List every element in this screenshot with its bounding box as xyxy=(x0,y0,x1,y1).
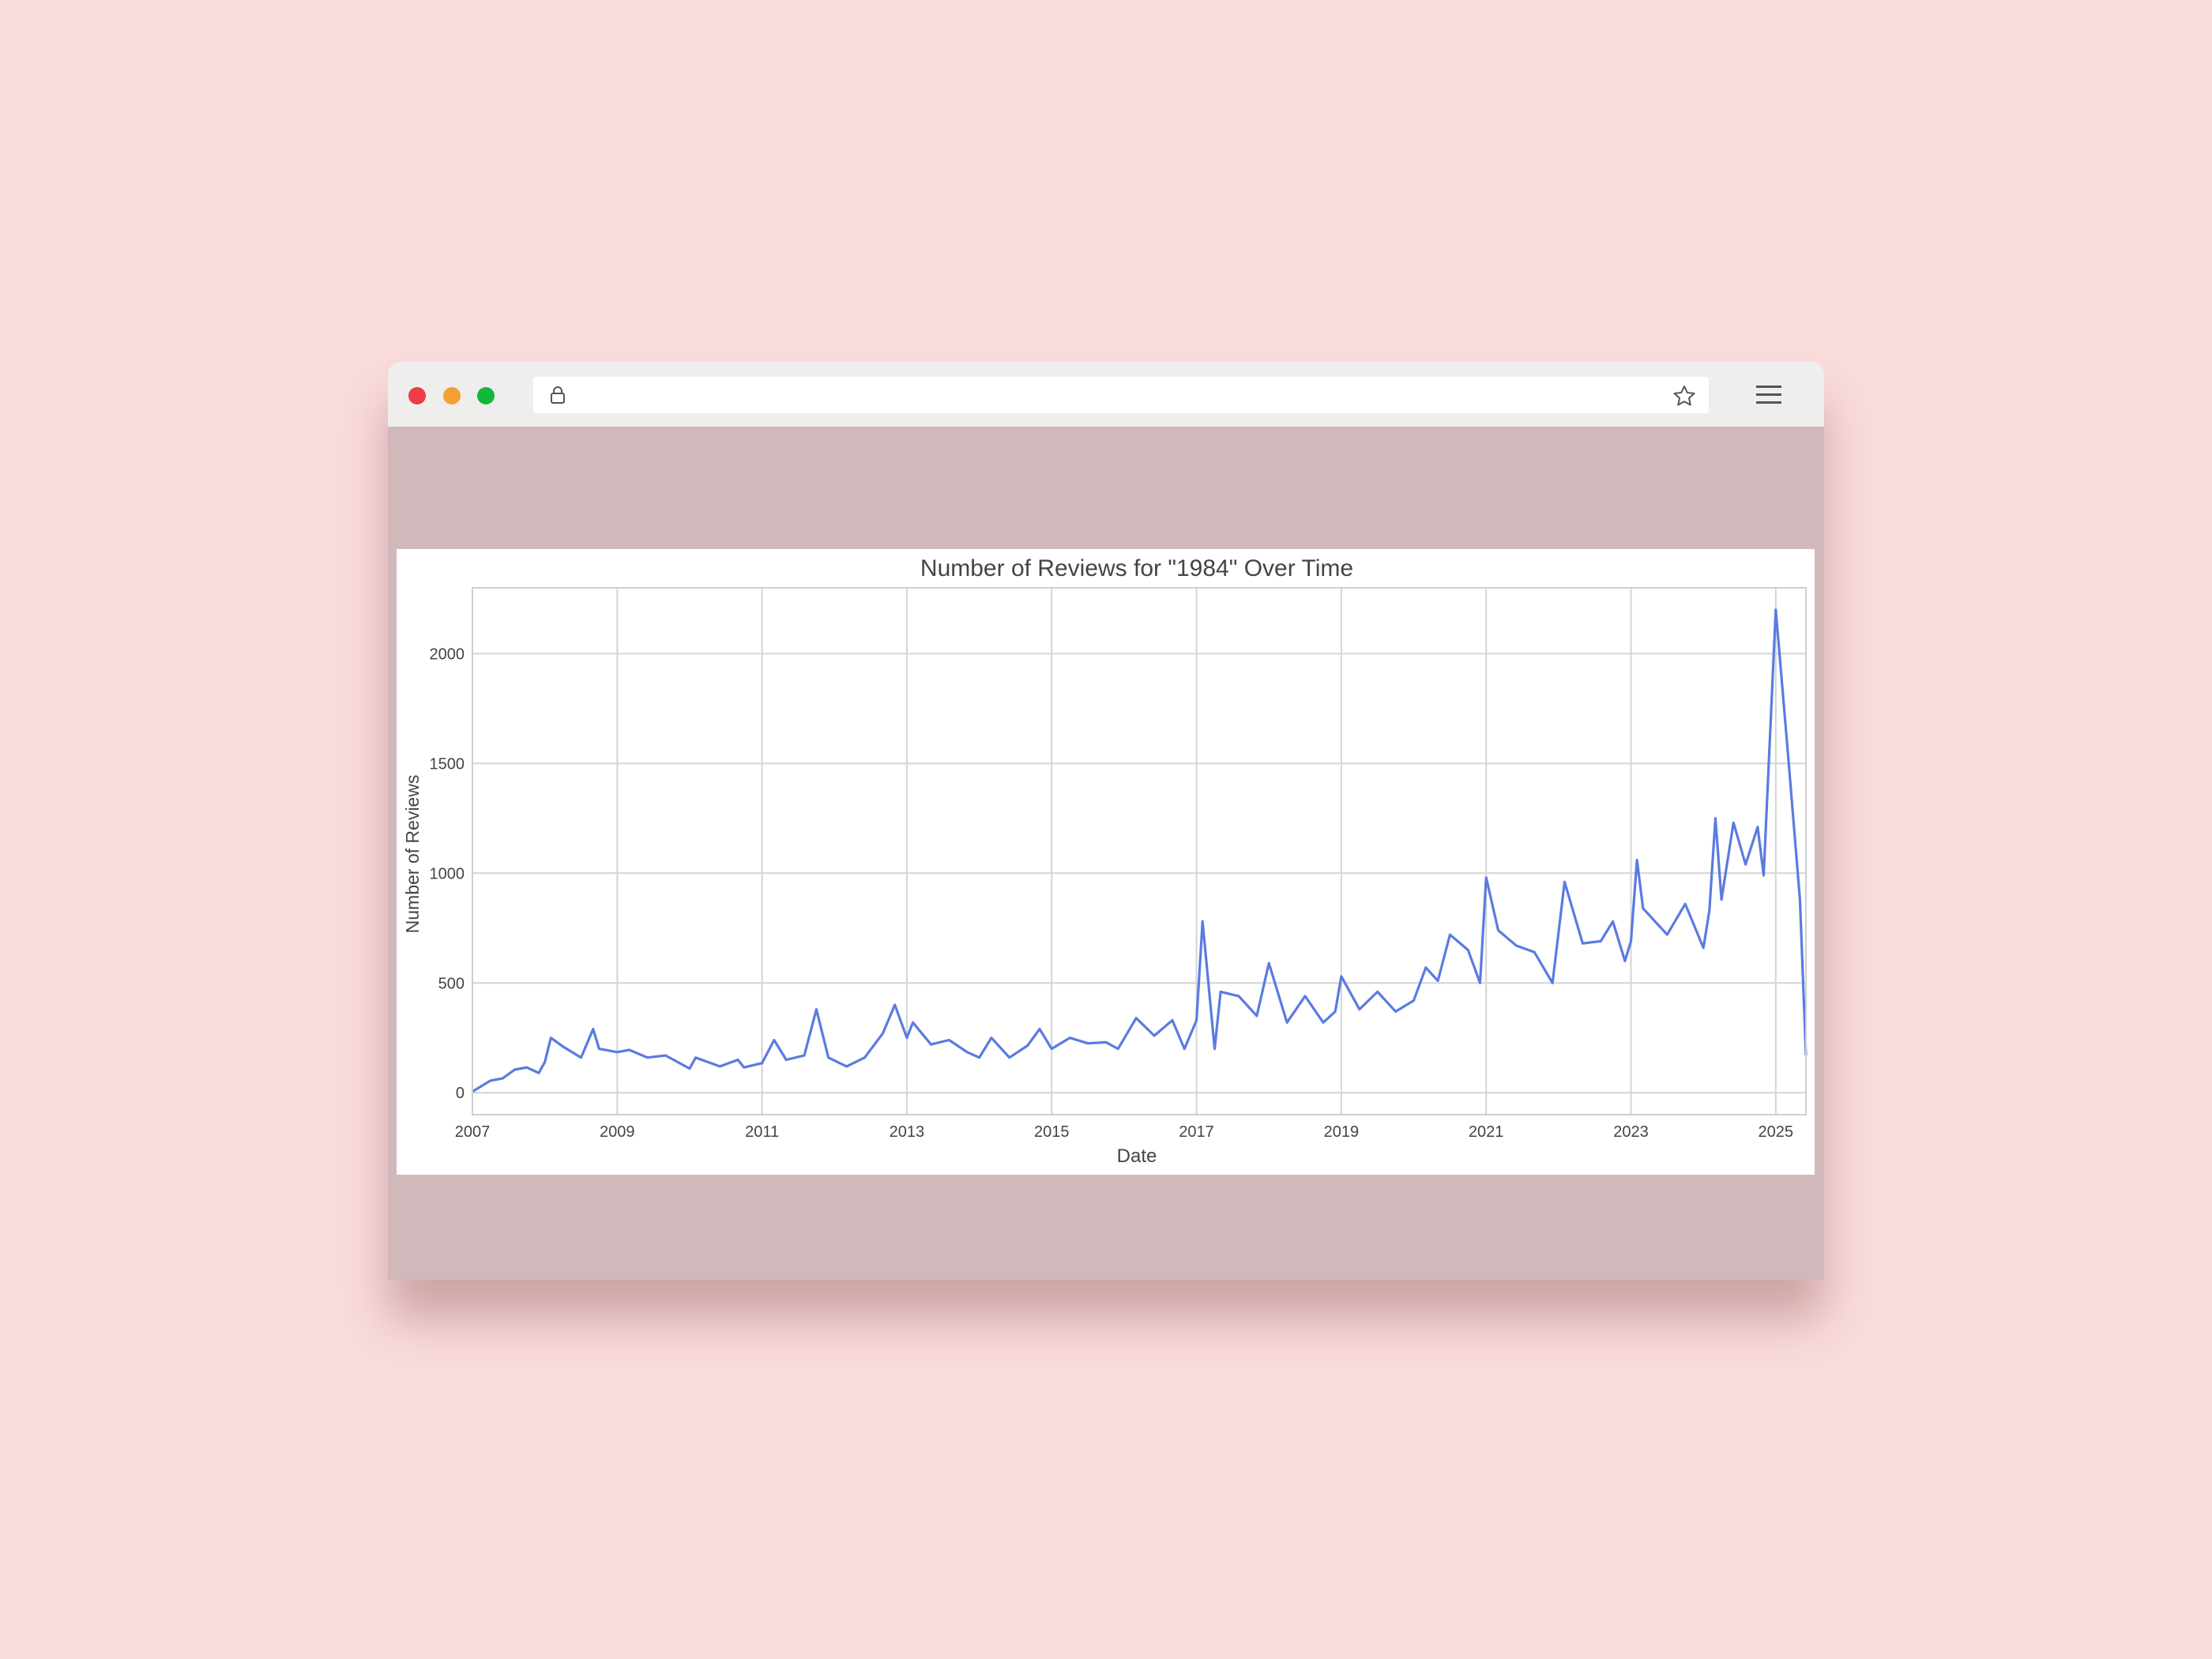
series xyxy=(472,608,1808,1093)
menu-icon[interactable] xyxy=(1755,382,1783,408)
grid xyxy=(472,588,1806,1115)
page-content: Number of Reviews for "1984" Over Time D… xyxy=(388,427,1824,1280)
x-tick-label: 2023 xyxy=(1613,1123,1648,1141)
y-axis-label: Number of Reviews xyxy=(402,775,423,934)
x-axis-label: Date xyxy=(1117,1146,1157,1167)
x-tick-label: 2015 xyxy=(1034,1123,1070,1141)
lock-icon xyxy=(551,386,565,404)
x-tick-label: 2007 xyxy=(455,1123,491,1141)
x-tick-label: 2009 xyxy=(600,1123,635,1141)
chart-card: Number of Reviews for "1984" Over Time D… xyxy=(397,549,1815,1175)
x-tick-label: 2021 xyxy=(1469,1123,1504,1141)
y-tick-label: 1500 xyxy=(430,755,465,773)
y-tick-label: 0 xyxy=(456,1085,465,1102)
star-icon[interactable] xyxy=(1672,385,1696,407)
y-tick-label: 500 xyxy=(438,975,465,992)
close-button[interactable] xyxy=(408,387,426,404)
x-tick-label: 2019 xyxy=(1324,1123,1360,1141)
x-tick-label: 2025 xyxy=(1759,1123,1794,1141)
y-tick-label: 2000 xyxy=(430,645,465,663)
chart-title: Number of Reviews for "1984" Over Time xyxy=(920,555,1353,581)
maximize-button[interactable] xyxy=(477,387,495,404)
plot-frame xyxy=(472,587,1807,1115)
x-tick-label: 2017 xyxy=(1179,1123,1214,1141)
x-tick-label: 2011 xyxy=(745,1123,779,1141)
address-bar[interactable] xyxy=(533,377,1709,413)
y-tick-label: 1000 xyxy=(430,865,465,882)
series-line xyxy=(472,608,1808,1093)
tick-labels: 2007 2009 2011 2013 2015 2017 2019 2021 2023 2025… xyxy=(430,645,1794,1141)
x-tick-label: 2013 xyxy=(890,1123,925,1141)
browser-window: Number of Reviews for "1984" Over Time D… xyxy=(388,362,1824,1280)
reviews-line-chart: Number of Reviews for "1984" Over Time D… xyxy=(402,555,1808,1167)
title-bar xyxy=(388,362,1824,427)
minimize-button[interactable] xyxy=(443,387,461,404)
